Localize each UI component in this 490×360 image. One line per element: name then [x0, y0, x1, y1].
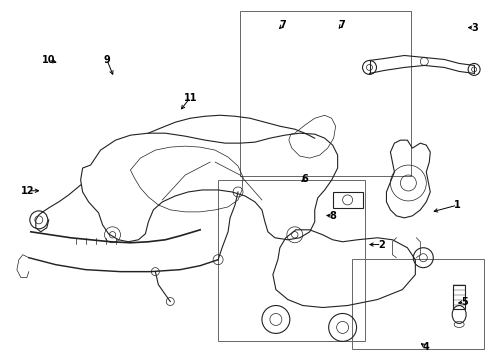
- Text: 11: 11: [184, 93, 197, 103]
- Bar: [352, 259, 484, 348]
- Text: 12: 12: [21, 186, 34, 196]
- Text: 7: 7: [338, 20, 345, 30]
- Text: 6: 6: [302, 174, 308, 184]
- Text: 3: 3: [471, 23, 478, 33]
- Text: 2: 2: [378, 239, 385, 249]
- Bar: [218, 180, 365, 341]
- Text: 7: 7: [280, 20, 287, 30]
- Text: 1: 1: [454, 200, 461, 210]
- Text: 10: 10: [42, 55, 55, 65]
- Bar: [240, 12, 411, 176]
- Text: 8: 8: [329, 211, 336, 221]
- Text: 9: 9: [103, 55, 110, 65]
- Bar: [453, 285, 465, 310]
- Text: 5: 5: [461, 297, 468, 307]
- Bar: [333, 192, 363, 208]
- Text: 4: 4: [422, 342, 429, 352]
